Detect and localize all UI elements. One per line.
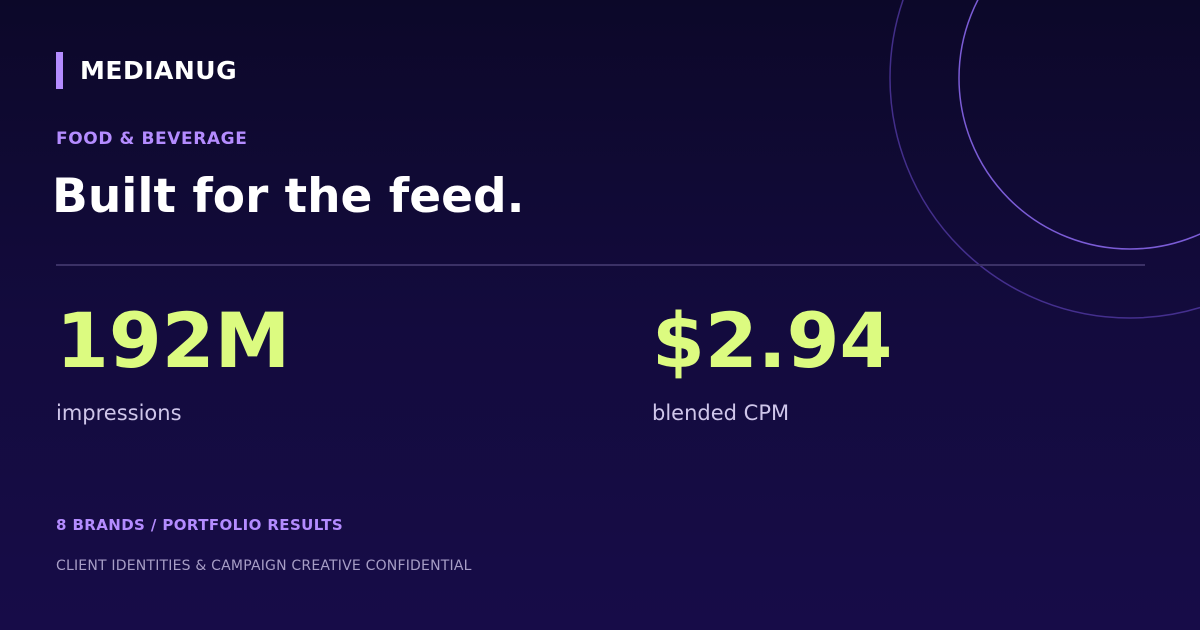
- category-label: FOOD & BEVERAGE: [56, 129, 248, 149]
- footer-title: 8 BRANDS / PORTFOLIO RESULTS: [56, 516, 344, 534]
- stat-impressions-value: 192M: [56, 296, 291, 385]
- stat-cpm-label: blended CPM: [652, 401, 790, 425]
- brand-accent-bar: [56, 52, 63, 89]
- brand-logo: MEDIANUG: [56, 52, 237, 89]
- brand-name: MEDIANUG: [80, 56, 238, 85]
- footer-note: CLIENT IDENTITIES & CAMPAIGN CREATIVE CO…: [56, 558, 472, 574]
- headline: Built for the feed.: [52, 169, 525, 224]
- inner-ring: [958, 0, 1200, 250]
- stat-cpm-value: $2.94: [652, 296, 893, 385]
- stat-impressions-label: impressions: [56, 401, 182, 425]
- divider: [56, 264, 1145, 266]
- outer-ring: [889, 0, 1200, 319]
